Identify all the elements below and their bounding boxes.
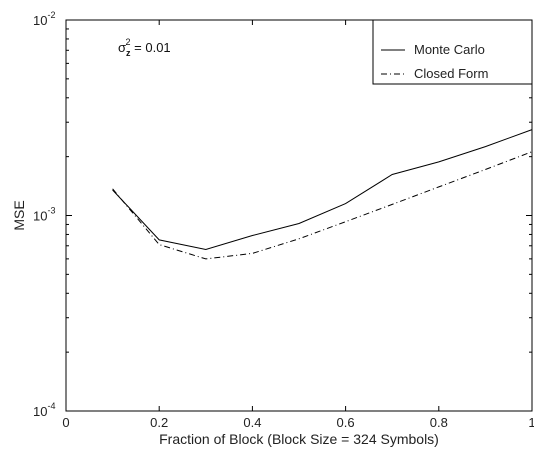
x-axis-ticks: 0 0.2 0.4 0.6 0.8 1 [62,20,534,430]
legend-label-monte-carlo: Monte Carlo [414,42,485,57]
legend-label-closed-form: Closed Form [414,66,488,81]
sigma-superscript: 2 [126,37,131,47]
y-axis-ticks: 10-4 10-3 10-2 [33,10,532,419]
sigma-symbol: σ [118,40,126,55]
series-line-monte-carlo [112,129,533,251]
series-layer [112,129,533,260]
series-line-closed-form [112,151,533,260]
variance-value: = 0.01 [131,40,171,55]
sigma-subscript: z [126,48,131,58]
x-tick-label: 0.4 [243,415,261,430]
x-tick-label: 0 [62,415,69,430]
x-axis-label: Fraction of Block (Block Size = 324 Symb… [159,431,439,447]
y-tick-label: 10-3 [33,206,55,224]
legend-box [372,19,533,85]
legend: Monte Carlo Closed Form [372,19,533,85]
y-axis-label: MSE [11,200,27,230]
noise-variance-annotation: σz2 = 0.01 [118,37,171,58]
y-tick-label: 10-2 [33,10,55,28]
y-tick-label: 10-4 [33,401,55,419]
x-tick-label: 1 [528,415,534,430]
x-tick-label: 0.6 [337,415,355,430]
x-tick-label: 0.8 [430,415,448,430]
x-tick-label: 0.2 [150,415,168,430]
